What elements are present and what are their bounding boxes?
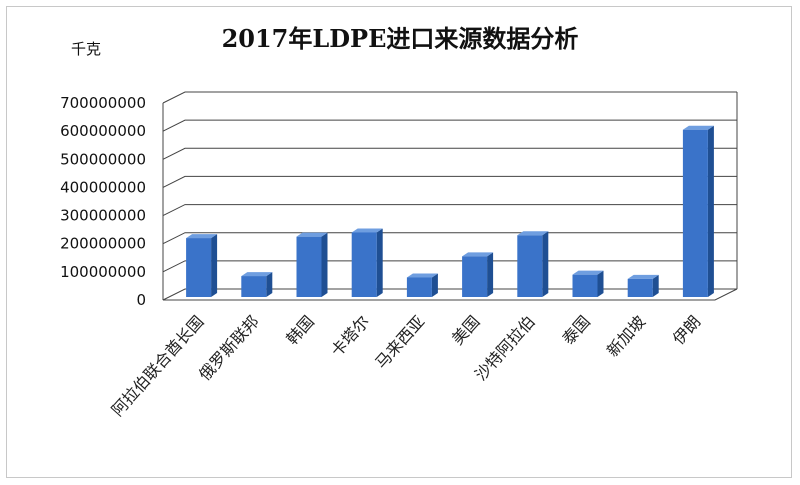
bar-side <box>542 231 549 297</box>
bar-side <box>431 273 438 297</box>
y-gridline <box>162 175 737 188</box>
bar <box>462 256 488 297</box>
y-gridline <box>162 232 737 245</box>
bar <box>351 232 377 297</box>
bar <box>682 129 708 297</box>
chart-title: 2017年LDPE进口来源数据分析 <box>222 24 579 53</box>
y-gridline <box>162 260 737 273</box>
plot-back-wall <box>185 92 737 289</box>
bar-side <box>376 228 383 297</box>
y-gridline <box>162 147 737 160</box>
bar <box>517 235 543 297</box>
y-tick-label: 300000000 <box>60 207 146 225</box>
bar <box>572 274 598 297</box>
bar-side <box>597 270 604 297</box>
bar-top <box>517 231 549 236</box>
y-gridline <box>162 119 737 132</box>
bar-side <box>321 232 328 297</box>
y-axis-unit-label: 千克 <box>71 40 101 58</box>
bar-top <box>186 234 218 239</box>
bar <box>241 276 267 297</box>
x-category-label: 伊朗 <box>669 312 705 349</box>
y-tick-label: 400000000 <box>60 178 146 196</box>
y-tick-label: 200000000 <box>60 235 146 253</box>
y-tick-label: 500000000 <box>60 150 146 168</box>
y-tick-label: 0 <box>136 291 146 309</box>
y-tick-label: 700000000 <box>60 94 146 112</box>
bar-side <box>707 125 714 297</box>
y-tick-label: 600000000 <box>60 122 146 140</box>
x-category-label: 新加坡 <box>603 312 649 360</box>
bar <box>186 238 212 297</box>
bar-top <box>351 228 383 233</box>
x-category-label: 泰国 <box>558 312 594 349</box>
y-tick-label: 100000000 <box>60 263 146 281</box>
bar <box>627 278 653 297</box>
x-category-label: 韩国 <box>282 312 318 349</box>
bar <box>406 277 432 297</box>
bar <box>296 236 322 297</box>
chart-frame <box>6 6 792 478</box>
x-category-label: 马来西亚 <box>371 312 428 372</box>
x-category-label: 卡塔尔 <box>327 312 373 360</box>
y-gridline <box>162 204 737 217</box>
x-category-label: 阿拉伯联合酋长国 <box>108 312 208 420</box>
y-gridline <box>162 91 737 104</box>
bar-top <box>406 273 438 278</box>
bar-side <box>211 234 218 297</box>
bar-top <box>241 272 273 277</box>
bar-side <box>266 272 273 297</box>
bar-side <box>487 252 494 297</box>
bar-top <box>462 252 494 257</box>
bar-top <box>627 274 659 279</box>
bar-top <box>572 270 604 275</box>
bar-side <box>652 274 659 297</box>
x-category-label: 美国 <box>448 312 484 349</box>
bar-top <box>296 232 328 237</box>
bar-top <box>682 125 714 130</box>
